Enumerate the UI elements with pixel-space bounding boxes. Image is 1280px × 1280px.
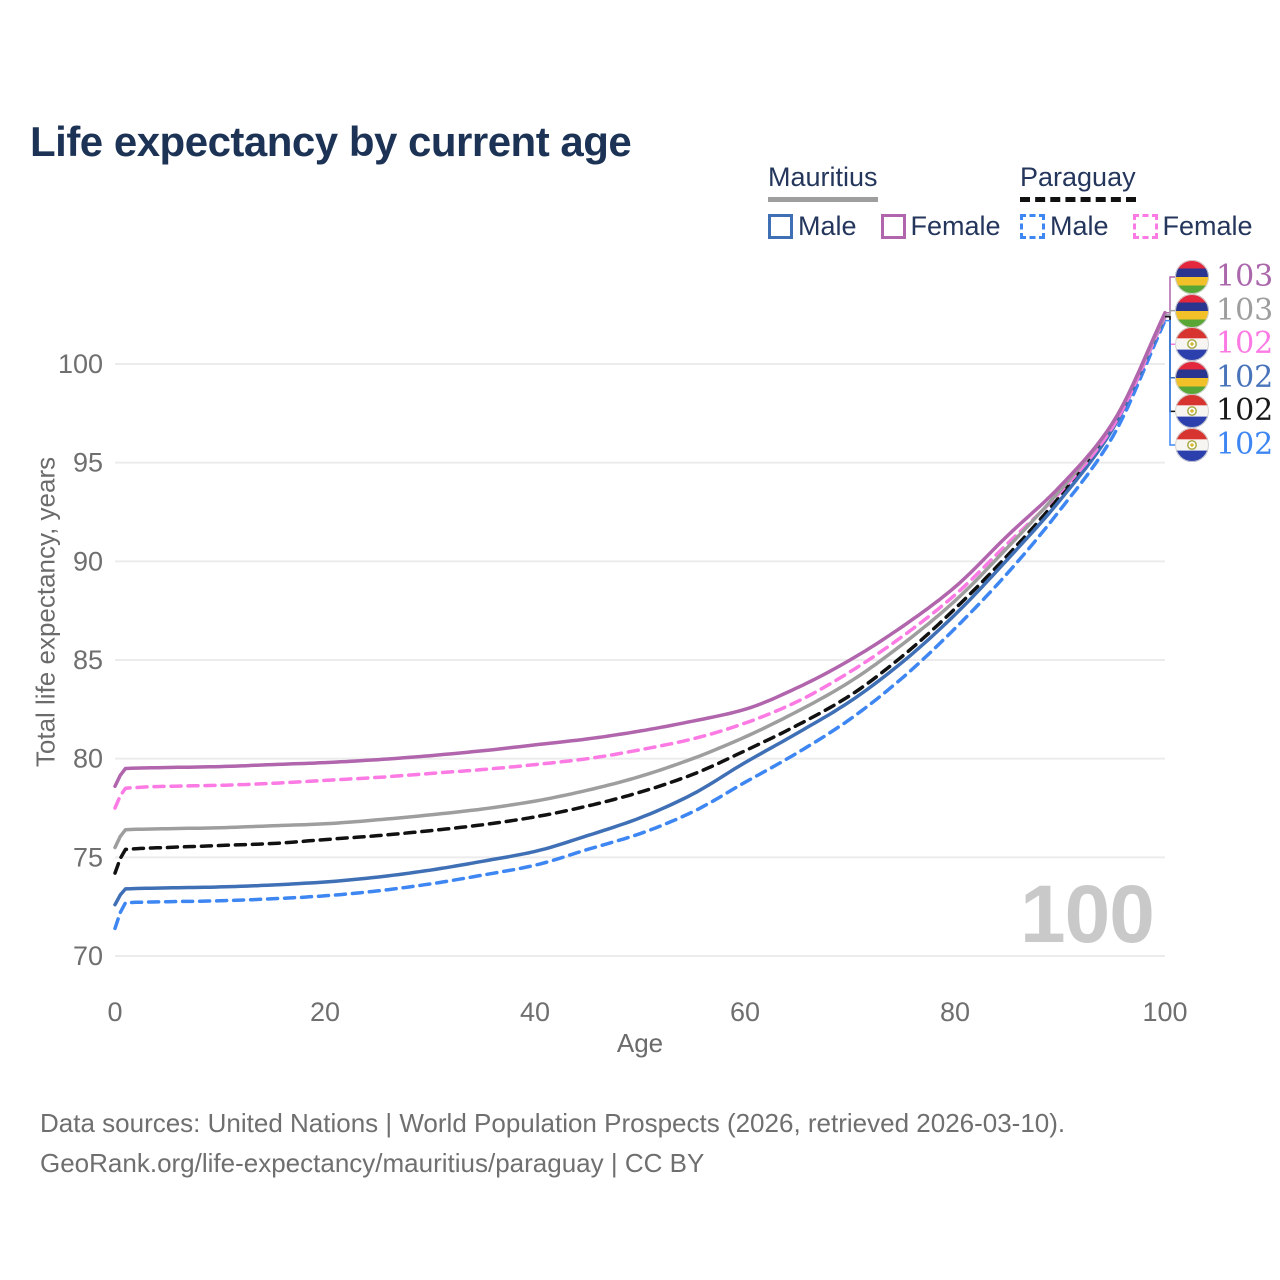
y-tick-label: 85 [73, 645, 103, 675]
y-tick-label: 75 [73, 842, 103, 872]
legend-country-paraguay[interactable]: Paraguay [1020, 162, 1136, 203]
paraguay-male-swatch-icon [1020, 214, 1045, 240]
y-tick-label: 90 [73, 546, 103, 576]
x-tick-label: 0 [107, 997, 122, 1027]
y-tick-label: 100 [58, 349, 103, 379]
end-label-row-paraguay-female: 102 [1175, 326, 1274, 362]
y-tick-label: 70 [73, 941, 103, 971]
series-line-paraguay-total [113, 314, 1167, 875]
end-label-row-mauritius-total: 103 [1175, 292, 1274, 328]
x-tick-label: 40 [520, 997, 550, 1027]
x-tick-label: 80 [940, 997, 970, 1027]
legend-item-mauritius-male[interactable]: Male [768, 211, 857, 242]
paraguay-flag-icon [1175, 394, 1209, 429]
mauritius-female-swatch-icon [880, 214, 906, 240]
series-line-mauritius-total [113, 312, 1167, 850]
y-tick-label: 80 [73, 744, 103, 774]
end-value-label: 102 [1216, 359, 1274, 395]
x-tick-label: 100 [1142, 997, 1187, 1027]
end-value-label: 102 [1216, 393, 1274, 429]
legend-item-label: Male [1050, 211, 1109, 242]
series-line-paraguay-male [113, 318, 1167, 931]
label-connector-mauritius-total [1165, 309, 1175, 316]
end-label-row-paraguay-male: 102 [1175, 428, 1273, 462]
x-axis-title: Age [616, 1028, 664, 1058]
mauritius-flag-icon [1175, 360, 1209, 395]
label-connector-mauritius-female [1165, 276, 1175, 314]
series-line-mauritius-male [113, 314, 1167, 907]
legend-item-paraguay-male[interactable]: Male [1020, 211, 1109, 242]
legend-item-label: Female [1162, 211, 1253, 242]
end-label-row-mauritius-female: 103 [1175, 260, 1273, 294]
end-value-label: 102 [1216, 427, 1274, 462]
x-tick-label: 60 [730, 997, 760, 1027]
legend-item-label: Female [910, 211, 1001, 242]
end-label-row-paraguay-total: 102 [1175, 393, 1274, 429]
legend-item-paraguay-female[interactable]: Female [1132, 211, 1253, 242]
series-line-mauritius-female [113, 310, 1167, 789]
legend-items-paraguay: Male Female [1020, 211, 1253, 242]
legend-item-mauritius-female[interactable]: Female [880, 211, 1001, 242]
end-value-label: 102 [1216, 326, 1274, 362]
x-tick-label: 20 [310, 997, 340, 1027]
legend-country-mauritius[interactable]: Mauritius [768, 162, 878, 203]
mauritius-male-swatch-icon [768, 214, 793, 240]
y-tick-label: 95 [73, 448, 103, 478]
paraguay-female-swatch-icon [1132, 214, 1158, 240]
legend-group-mauritius: Mauritius Male Female [768, 162, 1001, 242]
legend-group-paraguay: Paraguay Male Female [1020, 162, 1253, 242]
y-axis-title: Total life expectancy, years [30, 456, 61, 768]
mauritius-flag-icon [1175, 293, 1209, 328]
mauritius-flag-icon [1175, 260, 1209, 294]
legend-item-label: Male [798, 211, 857, 242]
legend-items-mauritius: Male Female [768, 211, 1001, 242]
label-connector-paraguay-male [1165, 319, 1175, 446]
attribution-link-text[interactable]: GeoRank.org/life-expectancy/mauritius/pa… [40, 1148, 705, 1178]
paraguay-flag-icon [1175, 428, 1209, 462]
series-line-paraguay-female [113, 314, 1167, 810]
age-counter-watermark: 100 [1020, 869, 1155, 960]
end-value-label: 103 [1216, 259, 1274, 294]
data-sources-text: Data sources: United Nations | World Pop… [40, 1108, 1066, 1138]
end-label-row-mauritius-male: 102 [1175, 359, 1274, 395]
paraguay-flag-icon [1175, 327, 1209, 362]
page-title: Life expectancy by current age [30, 118, 632, 166]
end-value-label: 103 [1216, 292, 1274, 328]
